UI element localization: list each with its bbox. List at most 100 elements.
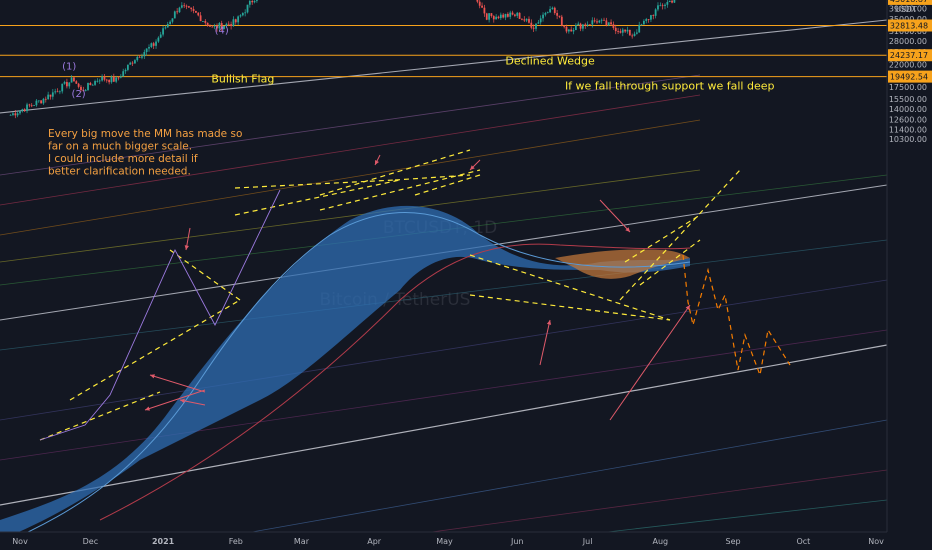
- arrow-head: [150, 374, 155, 379]
- candle-body: [255, 0, 258, 1]
- candle-body: [591, 20, 594, 25]
- candle-body: [668, 0, 671, 3]
- candle-body: [141, 56, 143, 58]
- candle-body: [528, 18, 530, 23]
- candle-body: [532, 27, 535, 29]
- candle-body: [577, 23, 580, 26]
- arrow-head: [685, 305, 690, 310]
- candle-body: [19, 110, 21, 114]
- candle-body: [488, 13, 490, 20]
- candle-body: [497, 16, 500, 19]
- y-tick-label: 28000.00: [889, 37, 927, 46]
- candle-body: [551, 7, 554, 10]
- candle-body: [516, 12, 519, 16]
- level-price-badge: [888, 0, 932, 5]
- candle-body: [539, 18, 542, 23]
- x-tick-label: Feb: [229, 537, 243, 546]
- candle-body: [593, 20, 596, 22]
- candle-body: [570, 29, 573, 32]
- candle-body: [73, 77, 75, 82]
- pattern-dash-line: [234, 179, 396, 189]
- candle-body: [12, 113, 14, 115]
- candle-body: [572, 30, 575, 32]
- candle-body: [657, 5, 659, 10]
- level-price-badge: [888, 70, 932, 83]
- x-tick-label: Oct: [796, 537, 810, 546]
- candle-body: [134, 60, 136, 64]
- x-tick-label: 2021: [152, 537, 175, 546]
- candle-body: [122, 71, 125, 77]
- candle-body: [481, 5, 483, 8]
- candle-body: [91, 84, 94, 86]
- pattern-dash-line: [234, 179, 401, 216]
- y-tick-label: 31000.00: [889, 27, 927, 36]
- arrow-head: [180, 398, 185, 404]
- pattern-dash-line: [469, 254, 671, 321]
- y-tick-label: 39000.00: [889, 5, 927, 14]
- candle-body: [63, 82, 66, 84]
- candle-body: [478, 1, 481, 6]
- candle-body: [511, 12, 514, 15]
- candle-body: [138, 56, 141, 58]
- pattern-dash-line: [414, 174, 481, 196]
- candle-body: [251, 0, 254, 3]
- candle-body: [546, 12, 549, 14]
- candle-body: [631, 35, 634, 37]
- channel-line: [0, 119, 701, 236]
- candle-body: [584, 24, 587, 26]
- annotation-arrow: [144, 389, 206, 411]
- y-tick-label: 15500.00: [889, 95, 927, 104]
- arrow-head: [184, 245, 189, 250]
- level-price-text: 24237.17: [890, 51, 928, 60]
- arrow-head: [625, 227, 630, 232]
- x-tick-label: Mar: [294, 537, 310, 546]
- candle-body: [169, 21, 172, 25]
- channel-line: [0, 329, 888, 461]
- candle-body: [535, 23, 537, 29]
- price-axis: [887, 0, 932, 550]
- channel-line: [0, 239, 888, 351]
- candle-body: [87, 83, 89, 91]
- candle-body: [84, 90, 87, 92]
- candle-body: [567, 29, 570, 32]
- currency-label: USDT: [895, 5, 917, 14]
- channel-line: [149, 419, 888, 550]
- candle-body: [80, 86, 82, 91]
- candle-body: [101, 76, 103, 81]
- level-price-text: 43018.87: [890, 0, 928, 4]
- candle-body: [502, 14, 505, 18]
- candle-body: [617, 31, 620, 32]
- candle-body: [40, 100, 43, 104]
- pattern-dash-line: [469, 294, 671, 321]
- candle-body: [42, 98, 45, 104]
- candle-body: [98, 80, 101, 82]
- candle-body: [579, 23, 582, 29]
- candle-body: [82, 90, 85, 92]
- candle-body: [244, 12, 247, 14]
- candle-body: [155, 41, 157, 46]
- candle-body: [89, 83, 92, 86]
- ema-cloud-orange: [555, 249, 690, 279]
- channel-line: [0, 74, 701, 176]
- y-tick-label: 11400.00: [889, 125, 927, 134]
- candle-body: [164, 27, 167, 29]
- candle-body: [112, 76, 115, 82]
- candle-body: [621, 29, 624, 33]
- x-tick-label: Dec: [83, 537, 98, 546]
- candle-body: [77, 83, 80, 87]
- candle-body: [68, 82, 71, 87]
- y-tick-label: 14000.00: [889, 105, 927, 114]
- y-tick-label: 10300.00: [889, 135, 927, 144]
- candle-body: [638, 24, 641, 33]
- candle-body: [542, 14, 544, 19]
- candle-body: [234, 19, 237, 23]
- candle-body: [14, 113, 17, 116]
- candle-body: [199, 15, 202, 22]
- candle-body: [21, 109, 24, 111]
- candle-body: [537, 22, 540, 24]
- candle-body: [661, 5, 664, 7]
- pattern-dash-line: [624, 214, 701, 263]
- candle-body: [37, 100, 40, 102]
- candle-body: [628, 29, 631, 36]
